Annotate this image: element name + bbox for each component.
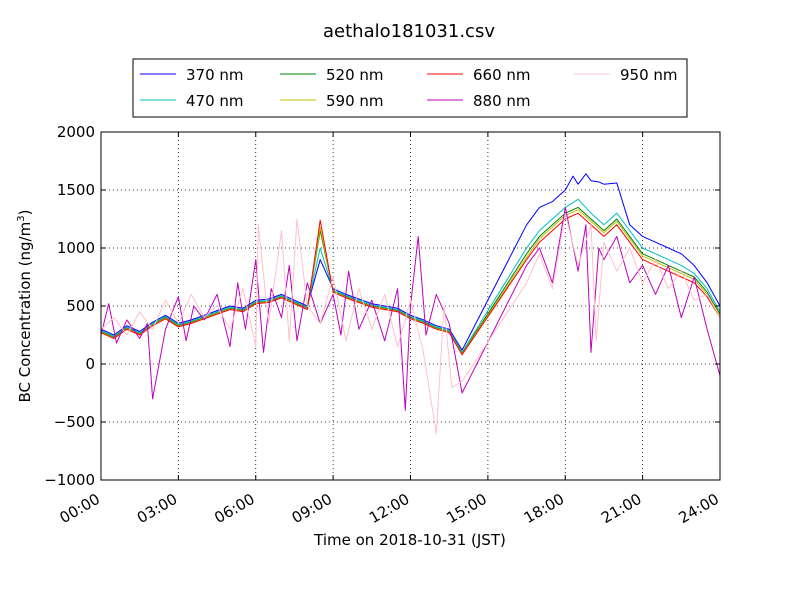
x-tick-label: 24:00	[676, 490, 722, 527]
legend-label: 520 nm	[326, 66, 384, 84]
y-tick-label: 0	[85, 355, 95, 373]
legend-label: 470 nm	[186, 92, 244, 110]
legend-label: 590 nm	[326, 92, 384, 110]
x-axis-label: Time on 2018-10-31 (JST)	[313, 531, 506, 549]
series-line-370-nm	[100, 173, 721, 351]
y-tick-label: 2000	[57, 123, 95, 141]
series-line-470-nm	[100, 198, 721, 353]
series-line-590-nm	[100, 209, 721, 355]
x-tick-label: 21:00	[598, 490, 644, 527]
series-lines	[100, 173, 721, 435]
y-axis-label: BC Concentration (ng/m3)	[16, 210, 34, 403]
series-line-520-nm	[100, 206, 721, 355]
x-tick-label: 03:00	[134, 490, 180, 527]
x-tick-label: 12:00	[366, 490, 412, 527]
x-tick-label: 09:00	[289, 490, 335, 527]
series-line-880-nm	[100, 206, 721, 411]
series-line-950-nm	[100, 212, 721, 435]
legend-label: 880 nm	[473, 92, 531, 110]
x-tick-label: 06:00	[211, 490, 257, 527]
legend-label: 660 nm	[473, 66, 531, 84]
x-tick-label: 18:00	[521, 490, 567, 527]
y-tick-label: −1000	[44, 471, 95, 489]
x-tick-label: 00:00	[57, 490, 103, 527]
y-tick-label: 500	[66, 297, 95, 315]
series-line-660-nm	[100, 212, 721, 356]
x-tick-label: 15:00	[443, 490, 489, 527]
legend: 370 nm 470 nm 520 nm 590 nm 660 nm 880 nm 950 …	[132, 58, 688, 118]
y-tick-label: −500	[54, 413, 95, 431]
legend-label: 370 nm	[186, 66, 244, 84]
legend-label: 950 nm	[620, 66, 678, 84]
axis-ticks: 00:00 03:00 06:00 09:00 12:00 15:00 18:00 21:00…	[44, 123, 722, 527]
y-tick-label: 1500	[57, 181, 95, 199]
legend-box	[132, 58, 688, 118]
chart-title: aethalo181031.csv	[323, 21, 495, 42]
y-tick-label: 1000	[57, 239, 95, 257]
